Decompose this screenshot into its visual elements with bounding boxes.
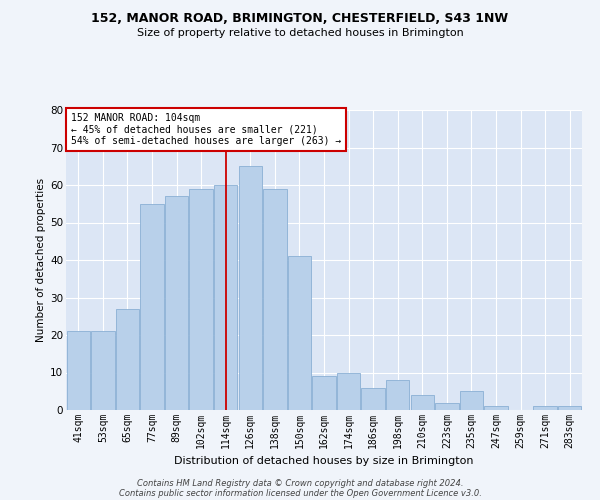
Bar — [116, 308, 139, 410]
Bar — [313, 376, 335, 410]
Y-axis label: Number of detached properties: Number of detached properties — [36, 178, 46, 342]
Text: 152, MANOR ROAD, BRIMINGTON, CHESTERFIELD, S43 1NW: 152, MANOR ROAD, BRIMINGTON, CHESTERFIEL… — [91, 12, 509, 26]
Bar — [263, 188, 287, 410]
Bar — [460, 391, 483, 410]
X-axis label: Distribution of detached houses by size in Brimington: Distribution of detached houses by size … — [174, 456, 474, 466]
Bar — [67, 331, 90, 410]
Bar — [91, 331, 115, 410]
Bar — [558, 406, 581, 410]
Bar — [239, 166, 262, 410]
Bar — [386, 380, 409, 410]
Bar — [435, 402, 458, 410]
Bar — [140, 204, 164, 410]
Text: Contains HM Land Registry data © Crown copyright and database right 2024.: Contains HM Land Registry data © Crown c… — [137, 478, 463, 488]
Bar — [484, 406, 508, 410]
Text: 152 MANOR ROAD: 104sqm
← 45% of detached houses are smaller (221)
54% of semi-de: 152 MANOR ROAD: 104sqm ← 45% of detached… — [71, 113, 341, 146]
Bar — [361, 388, 385, 410]
Text: Size of property relative to detached houses in Brimington: Size of property relative to detached ho… — [137, 28, 463, 38]
Bar — [214, 185, 238, 410]
Text: Contains public sector information licensed under the Open Government Licence v3: Contains public sector information licen… — [119, 488, 481, 498]
Bar — [165, 196, 188, 410]
Bar — [190, 188, 213, 410]
Bar — [288, 256, 311, 410]
Bar — [410, 395, 434, 410]
Bar — [337, 372, 360, 410]
Bar — [533, 406, 557, 410]
